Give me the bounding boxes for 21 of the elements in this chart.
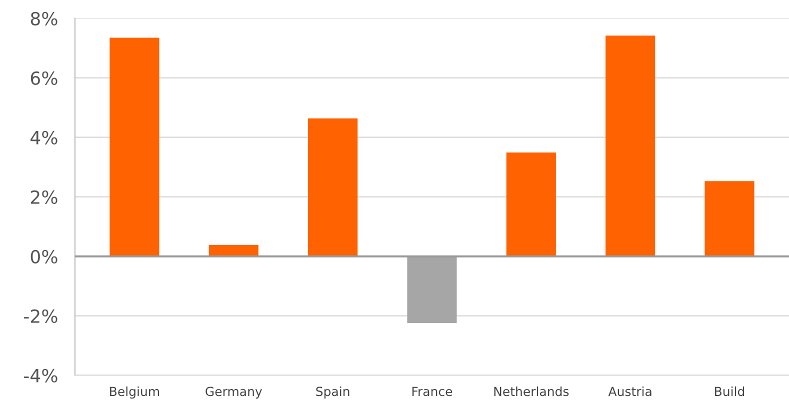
bar xyxy=(606,36,656,256)
x-tick-label: Belgium xyxy=(110,386,160,399)
bar xyxy=(308,118,358,256)
bar xyxy=(407,256,457,323)
x-tick-label: Build xyxy=(715,386,744,396)
y-tick-label: 8% xyxy=(30,12,58,26)
bar xyxy=(704,181,754,256)
x-tick-label: Netherlands xyxy=(494,386,569,396)
y-tick-label: 6% xyxy=(30,71,58,85)
bar xyxy=(506,152,556,256)
y-tick-label: 0% xyxy=(30,250,58,264)
y-tick-label: 4% xyxy=(30,130,58,144)
y-tick-label: -4% xyxy=(24,368,58,382)
x-tick-label: Austria xyxy=(608,386,652,396)
bar xyxy=(110,38,160,256)
x-tick-label: Spain xyxy=(316,386,350,399)
x-tick-label: France xyxy=(412,386,452,396)
bar xyxy=(208,245,258,256)
y-tick-label: -2% xyxy=(24,309,58,323)
x-tick-label: Germany xyxy=(206,386,262,399)
y-tick-label: 2% xyxy=(30,190,58,204)
